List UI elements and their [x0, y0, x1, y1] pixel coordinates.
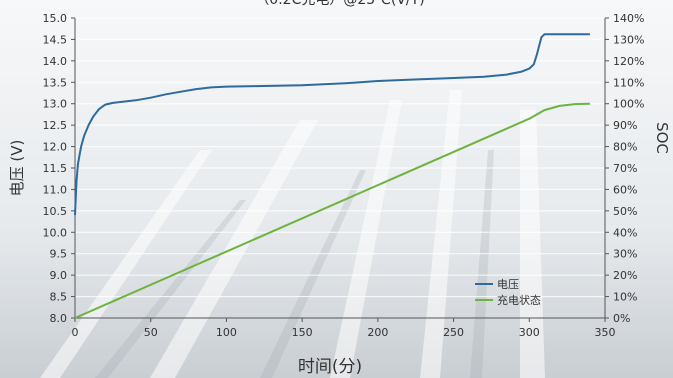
y2-tick-label: 130% — [613, 33, 644, 46]
y-tick-label: 14.5 — [43, 33, 68, 46]
y-tick-label: 9.0 — [50, 269, 68, 282]
y2-axis-label: SOC — [653, 122, 671, 154]
y2-tick-label: 40% — [613, 226, 637, 239]
y-tick-label: 8.0 — [50, 312, 68, 325]
y-tick-label: 13.5 — [43, 76, 68, 89]
x-tick-label: 150 — [292, 326, 313, 339]
y-tick-label: 8.5 — [50, 291, 68, 304]
series-lines — [74, 33, 590, 319]
y2-tick-label: 110% — [613, 76, 644, 89]
y-tick-label: 11.5 — [43, 162, 68, 175]
x-tick-label: 200 — [367, 326, 388, 339]
y2-tick-label: 30% — [613, 248, 637, 261]
y2-tick-label: 10% — [613, 291, 637, 304]
y2-tick-label: 100% — [613, 98, 644, 111]
series-line-voltage — [74, 33, 590, 216]
y2-tick-label: 80% — [613, 141, 637, 154]
x-axis-label: 时间(分) — [298, 357, 362, 377]
y-tick-label: 15.0 — [43, 12, 68, 25]
gridlines — [75, 17, 605, 319]
y2-tick-label: 0% — [613, 312, 630, 325]
y2-tick-label: 70% — [613, 162, 637, 175]
y-axis-label: 电压 (V) — [8, 140, 26, 197]
y2-axis-ticks: 0% 10% 20% 30% 40% 50% 60% 70% 80% 90% 100% 110% 120… — [605, 12, 644, 325]
y-tick-label: 12.0 — [43, 141, 68, 154]
x-tick-label: 100 — [216, 326, 237, 339]
y2-tick-label: 60% — [613, 183, 637, 196]
y-tick-label: 14.0 — [43, 55, 68, 68]
y-tick-label: 12.5 — [43, 119, 68, 132]
x-tick-label: 300 — [519, 326, 540, 339]
y2-tick-label: 120% — [613, 55, 644, 68]
y-tick-label: 10.0 — [43, 226, 68, 239]
chart-title: （0.2C充电）@25℃(V/T) — [255, 0, 424, 8]
y-tick-label: 11.0 — [43, 183, 68, 196]
y2-tick-label: 20% — [613, 269, 637, 282]
y2-tick-label: 50% — [613, 205, 637, 218]
y2-tick-label: 90% — [613, 119, 637, 132]
y-tick-label: 13.0 — [43, 98, 68, 111]
x-tick-label: 250 — [443, 326, 464, 339]
legend-label: 充电状态 — [497, 293, 541, 307]
x-tick-label: 350 — [595, 326, 616, 339]
legend-label: 电压 — [497, 278, 519, 291]
y2-tick-label: 140% — [613, 12, 644, 25]
x-tick-label: 0 — [72, 326, 79, 339]
y-tick-label: 10.5 — [43, 205, 68, 218]
series-line-soc — [74, 102, 590, 319]
x-axis-ticks: 0 50 100 150 200 250 300 350 — [72, 318, 616, 339]
y-axis-ticks: 8.0 8.5 9.0 9.5 10.0 10.5 11.0 11.5 12.0 12.5 13.0… — [43, 12, 75, 325]
y-tick-label: 9.5 — [50, 248, 68, 261]
x-tick-label: 50 — [144, 326, 158, 339]
